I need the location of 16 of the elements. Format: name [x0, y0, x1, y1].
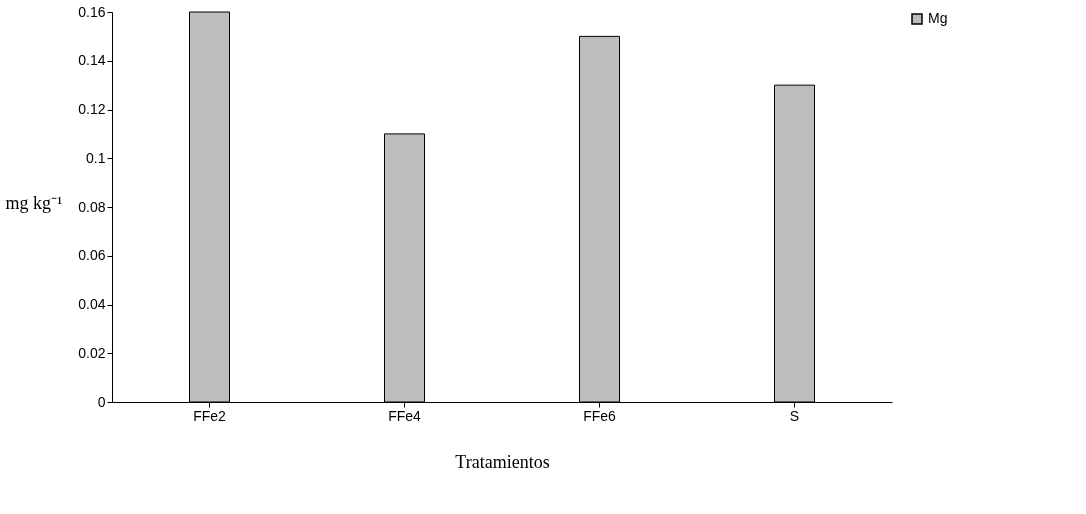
x-tick-label: S [789, 407, 800, 424]
x-axis-title: Tratamientos [455, 451, 550, 472]
y-tick-label: 0.14 [78, 52, 106, 69]
y-tick-label: 0.16 [78, 3, 106, 20]
x-tick-label: FFe4 [388, 407, 422, 424]
x-tick-label: FFe2 [193, 407, 227, 424]
y-tick-label: 0.02 [78, 344, 106, 361]
y-tick-label: 0 [97, 393, 106, 410]
y-tick-label: 0.04 [78, 296, 106, 312]
y-axis-title: mg kg⁻¹ [5, 192, 63, 213]
y-tick-label: 0.06 [78, 247, 106, 264]
y-tick-label: 0.08 [78, 198, 106, 215]
y-tick-label: 0.1 [86, 149, 106, 166]
y-tick-label: 0.12 [78, 101, 106, 117]
legend-label: Mg [928, 10, 948, 26]
x-tick-label: FFe6 [583, 407, 617, 424]
